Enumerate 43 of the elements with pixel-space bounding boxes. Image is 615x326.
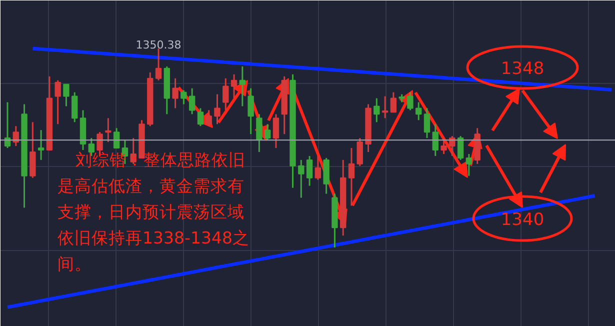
candlestick xyxy=(256,113,262,153)
candlestick xyxy=(356,137,363,167)
annotation: 刘综锴：整体思路依旧是高估低渣，黄金需求有支撑，日内预计震荡区域依旧保持再1338-1348之间。 xyxy=(58,150,250,274)
candlestick xyxy=(197,107,204,127)
candlestick xyxy=(206,109,212,127)
candlestick xyxy=(298,159,304,198)
candlestick xyxy=(239,66,246,107)
annotation: 1348 xyxy=(500,59,544,79)
candlestick xyxy=(155,48,162,82)
candlestick xyxy=(248,88,254,135)
candlestick xyxy=(348,147,355,206)
candlestick xyxy=(188,88,196,115)
candlestick xyxy=(449,135,456,157)
candlestick xyxy=(432,123,438,157)
candlestick xyxy=(306,155,313,187)
candlestick xyxy=(72,92,78,123)
candlestick xyxy=(30,121,36,179)
candlestick xyxy=(230,74,238,99)
candlestick xyxy=(314,155,322,181)
candlestick xyxy=(272,113,280,149)
candlestick xyxy=(180,90,187,105)
annotation: 1350.38 xyxy=(136,38,182,52)
candlestick xyxy=(390,92,397,113)
candlestick xyxy=(374,98,380,123)
candlestick xyxy=(407,92,414,111)
candlestick xyxy=(440,137,447,155)
annotation: 1340 xyxy=(500,210,544,230)
candlestick xyxy=(323,157,330,195)
candlestick xyxy=(63,84,70,107)
candlestick xyxy=(466,153,472,177)
candlestick xyxy=(457,135,464,161)
candlestick xyxy=(38,129,44,161)
candlestick xyxy=(424,107,430,139)
candlestick xyxy=(416,101,422,121)
candlestick xyxy=(113,127,120,149)
candlestick xyxy=(222,78,229,111)
candlestick xyxy=(130,137,136,165)
candlestick xyxy=(105,117,112,143)
candlestick xyxy=(264,123,271,141)
candlestick xyxy=(54,80,61,125)
candlestick xyxy=(214,94,220,125)
candlestick xyxy=(172,78,178,109)
candlestick xyxy=(382,96,388,119)
